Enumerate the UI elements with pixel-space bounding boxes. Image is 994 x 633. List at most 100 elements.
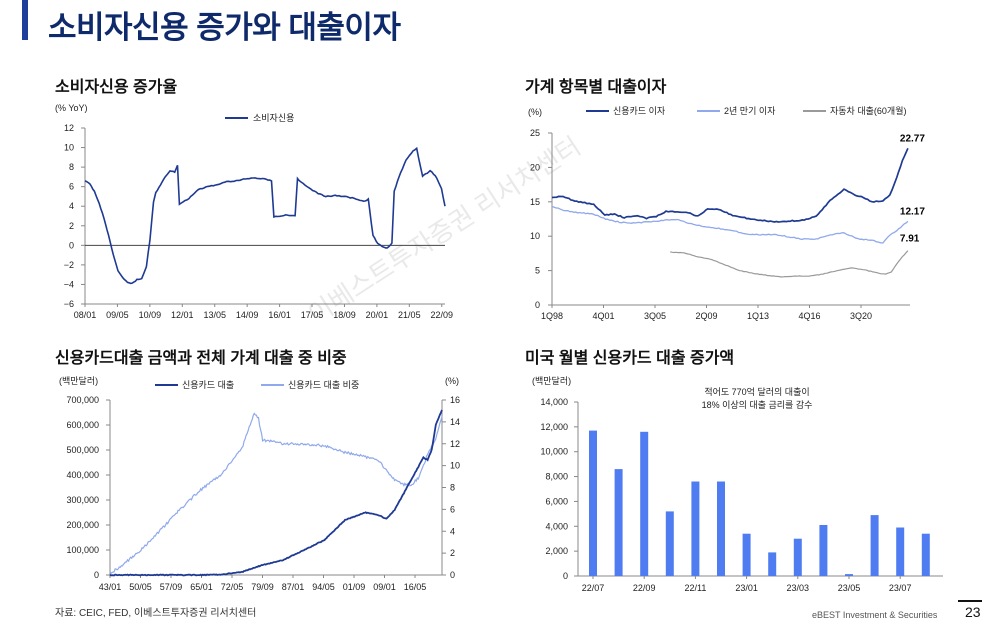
c3-xtick-label: 16/05 xyxy=(404,582,427,592)
c1-xtick-label: 09/05 xyxy=(106,310,129,320)
c1-xtick-label: 21/05 xyxy=(398,310,421,320)
c4-annotation-line2: 18% 이상의 대출 금리를 감수 xyxy=(702,399,813,410)
c2-xtick-label: 4Q01 xyxy=(592,311,614,321)
c1-ytick-label: 4 xyxy=(69,201,74,211)
c2-ytick-label: 5 xyxy=(535,266,540,276)
c3-xtick-label: 50/05 xyxy=(129,582,152,592)
c4-annotation-line1: 적어도 770억 달러의 대출이 xyxy=(704,386,809,397)
page-title: 소비자신용 증가와 대출이자 xyxy=(48,10,401,45)
c3-legend-label: 신용카드 대출 xyxy=(182,380,234,390)
c4-bar-23-07 xyxy=(896,527,905,576)
c4-bar-22-09 xyxy=(640,431,649,576)
c3-ytick-label-right: 12 xyxy=(450,439,460,449)
c2-xtick-label: 3Q20 xyxy=(850,311,872,321)
c3-ylabel-left: (백만달러) xyxy=(59,375,98,386)
chart1-title: 소비자신용 증가율 xyxy=(55,79,178,96)
c3-xtick-label: 65/01 xyxy=(190,582,213,592)
c3-ytick-label-left: 400,000 xyxy=(66,470,99,480)
c1-ytick-label: −6 xyxy=(64,299,74,309)
title-accent-bar xyxy=(22,0,28,40)
chart3-title: 신용카드대출 금액과 전체 가계 대출 중 비중 xyxy=(55,350,347,367)
c4-bar-23-06 xyxy=(870,515,879,576)
c3-ytick-label-left: 100,000 xyxy=(66,545,99,555)
c3-xtick-label: 72/05 xyxy=(221,582,244,592)
c4-ytick-label: 4,000 xyxy=(545,521,568,531)
c1-series-line xyxy=(84,146,446,285)
c3-share-line xyxy=(109,412,443,575)
c3-xtick-label: 87/01 xyxy=(282,582,305,592)
c4-ytick-label: 10,000 xyxy=(540,447,568,457)
c4-xtick-label: 23/05 xyxy=(838,583,861,593)
c2-legend-label: 신용카드 이자 xyxy=(613,106,666,116)
c3-legend-label: 신용카드 대출 비중 xyxy=(288,380,359,390)
brand-footer: eBEST Investment & Securities xyxy=(812,610,938,620)
c4-ytick-label: 2,000 xyxy=(545,546,568,556)
c1-xtick-label: 13/05 xyxy=(203,310,226,320)
c2-series-line xyxy=(551,205,909,244)
c3-ytick-label-right: 2 xyxy=(450,548,455,558)
c4-bar-22-08 xyxy=(614,469,623,576)
c3-xtick-label: 43/01 xyxy=(99,582,122,592)
chart2-title: 가계 항목별 대출이자 xyxy=(525,79,667,96)
c2-ytick-label: 20 xyxy=(530,162,540,172)
c4-xtick-label: 23/01 xyxy=(735,583,758,593)
c2-end-label: 12.17 xyxy=(900,206,925,217)
c4-ytick-label: 0 xyxy=(563,571,568,581)
page-number-rule xyxy=(958,600,982,602)
c4-bar-23-02 xyxy=(768,552,777,576)
c3-ytick-label-right: 14 xyxy=(450,417,460,427)
c3-loan-line xyxy=(109,409,443,577)
c3-ytick-label-right: 0 xyxy=(450,570,455,580)
c2-ylabel: (%) xyxy=(528,107,542,117)
c3-ytick-label-right: 4 xyxy=(450,526,455,536)
c3-xtick-label: 57/09 xyxy=(160,582,183,592)
c4-ytick-label: 12,000 xyxy=(540,422,568,432)
c2-series-line xyxy=(670,250,909,278)
c4-xtick-label: 22/09 xyxy=(633,583,656,593)
c3-ytick-label-left: 500,000 xyxy=(66,445,99,455)
chart4-title: 미국 월별 신용카드 대출 증가액 xyxy=(525,350,735,367)
c4-xtick-label: 23/03 xyxy=(787,583,810,593)
c4-bar-22-07 xyxy=(589,430,597,576)
c4-bar-23-01 xyxy=(742,533,751,576)
c3-xtick-label: 09/01 xyxy=(373,582,396,592)
c4-bar-23-05 xyxy=(845,574,853,576)
c2-ytick-label: 0 xyxy=(535,300,540,310)
c1-xtick-label: 22/09 xyxy=(430,310,453,320)
c4-ytick-label: 8,000 xyxy=(545,472,568,482)
c2-ytick-label: 15 xyxy=(530,197,540,207)
c1-ytick-label: 12 xyxy=(64,123,74,133)
c2-end-label: 22.77 xyxy=(900,133,925,144)
c2-ytick-label: 10 xyxy=(530,231,540,241)
page-number: 23 xyxy=(965,604,981,620)
c2-legend-label: 2년 만기 이자 xyxy=(724,106,776,116)
c4-xtick-label: 23/07 xyxy=(889,583,912,593)
c1-xtick-label: 14/09 xyxy=(236,310,259,320)
c2-legend-label: 자동차 대출(60개월) xyxy=(830,105,906,116)
c1-ytick-label: 8 xyxy=(69,162,74,172)
c2-xtick-label: 3Q05 xyxy=(644,311,666,321)
c1-xtick-label: 18/09 xyxy=(333,310,356,320)
c1-legend-label: 소비자신용 xyxy=(253,113,294,123)
c3-ytick-label-left: 200,000 xyxy=(66,520,99,530)
c3-xtick-label: 94/05 xyxy=(312,582,335,592)
c2-end-label: 7.91 xyxy=(900,234,920,245)
c2-xtick-label: 4Q16 xyxy=(798,311,820,321)
c3-ytick-label-right: 10 xyxy=(450,461,460,471)
c4-bar-22-12 xyxy=(717,481,725,576)
c3-ytick-label-right: 6 xyxy=(450,504,455,514)
c1-xtick-label: 12/01 xyxy=(171,310,194,320)
c4-ytick-label: 6,000 xyxy=(545,496,568,506)
c1-ytick-label: 6 xyxy=(69,182,74,192)
c2-series-line xyxy=(551,147,909,223)
c1-ytick-label: 10 xyxy=(64,143,74,153)
c1-ytick-label: 2 xyxy=(69,221,74,231)
c3-ytick-label-left: 300,000 xyxy=(66,495,99,505)
c4-bar-22-10 xyxy=(665,511,674,576)
c1-ytick-label: −2 xyxy=(64,260,74,270)
c3-xtick-label: 01/09 xyxy=(343,582,366,592)
source-note: 자료: CEIC, FED, 이베스트투자증권 리서치센터 xyxy=(55,608,257,619)
c4-xtick-label: 22/11 xyxy=(684,583,706,593)
c3-ytick-label-right: 16 xyxy=(450,395,460,405)
